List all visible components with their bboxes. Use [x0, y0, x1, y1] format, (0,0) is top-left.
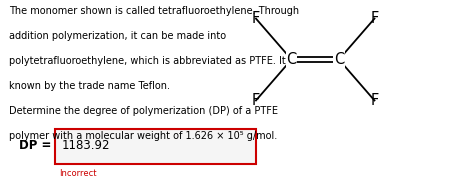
Text: Incorrect: Incorrect [59, 169, 97, 178]
Text: The monomer shown is called tetrafluoroethylene. Through: The monomer shown is called tetrafluoroe… [9, 6, 300, 16]
Text: C: C [334, 52, 344, 67]
Text: known by the trade name Teflon.: known by the trade name Teflon. [9, 81, 171, 91]
Text: addition polymerization, it can be made into: addition polymerization, it can be made … [9, 31, 227, 41]
FancyBboxPatch shape [55, 129, 256, 164]
Text: 1183.92: 1183.92 [62, 139, 110, 152]
Text: Determine the degree of polymerization (DP) of a PTFE: Determine the degree of polymerization (… [9, 106, 279, 116]
Text: F: F [252, 11, 260, 26]
Text: DP =: DP = [19, 139, 51, 152]
Text: polymer with a molecular weight of 1.626 × 10⁵ g/mol.: polymer with a molecular weight of 1.626… [9, 131, 278, 141]
Text: F: F [370, 11, 379, 26]
Text: F: F [252, 93, 260, 108]
Text: F: F [370, 93, 379, 108]
Text: polytetrafluoroethylene, which is abbreviated as PTFE. It is: polytetrafluoroethylene, which is abbrev… [9, 56, 297, 66]
Text: C: C [286, 52, 297, 67]
